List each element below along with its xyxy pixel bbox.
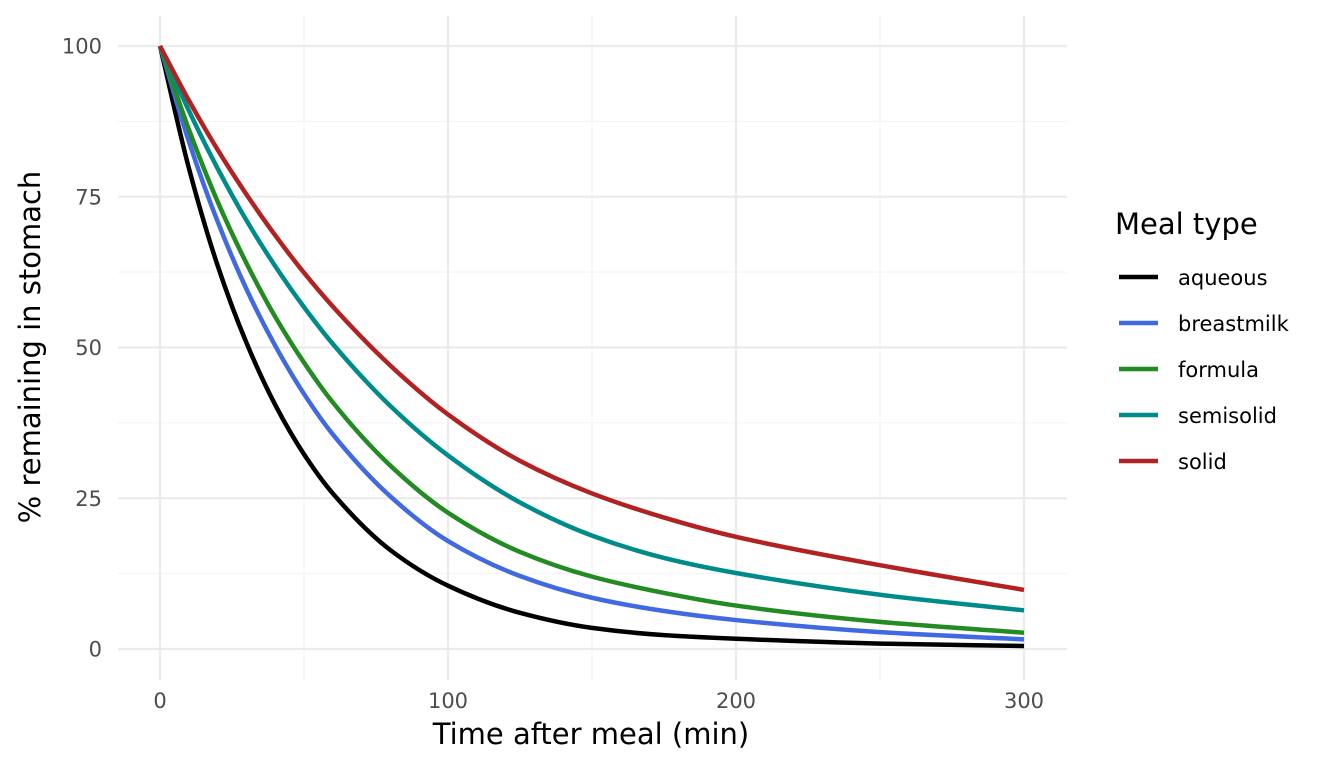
y-tick-label: 100 <box>62 35 102 59</box>
legend-label-solid: solid <box>1178 450 1227 474</box>
x-tick-label: 0 <box>153 689 166 713</box>
legend: Meal type aqueous breastmilk formula semiso… <box>1115 207 1290 474</box>
series-line-solid <box>158 44 1025 593</box>
legend-label-aqueous: aqueous <box>1178 266 1268 290</box>
x-tick-label: 200 <box>716 689 756 713</box>
legend-label-semisolid: semisolid <box>1178 404 1277 428</box>
x-tick-label: 100 <box>428 689 468 713</box>
legend-label-breastmilk: breastmilk <box>1178 312 1290 336</box>
y-axis-ticks: 0 25 50 75 100 <box>62 35 102 662</box>
y-tick-label: 50 <box>75 336 102 360</box>
series-line-formula <box>157 45 1025 635</box>
series-line-semisolid <box>157 45 1025 613</box>
y-axis-title: % remaining in stomach <box>13 171 47 524</box>
series-lines <box>157 44 1025 649</box>
x-axis-ticks: 0 100 200 300 <box>153 689 1044 713</box>
y-tick-label: 0 <box>89 638 102 662</box>
legend-title: Meal type <box>1115 207 1258 241</box>
legend-label-formula: formula <box>1178 358 1259 382</box>
series-line-breastmilk <box>157 45 1025 642</box>
x-axis-title: Time after meal (min) <box>432 717 749 751</box>
series-line-aqueous <box>157 45 1025 649</box>
grid <box>118 16 1067 680</box>
legend-items: aqueous breastmilk formula semisolid solid <box>1119 266 1290 474</box>
x-tick-label: 300 <box>1004 689 1044 713</box>
y-tick-label: 25 <box>75 487 102 511</box>
y-tick-label: 75 <box>75 185 102 209</box>
